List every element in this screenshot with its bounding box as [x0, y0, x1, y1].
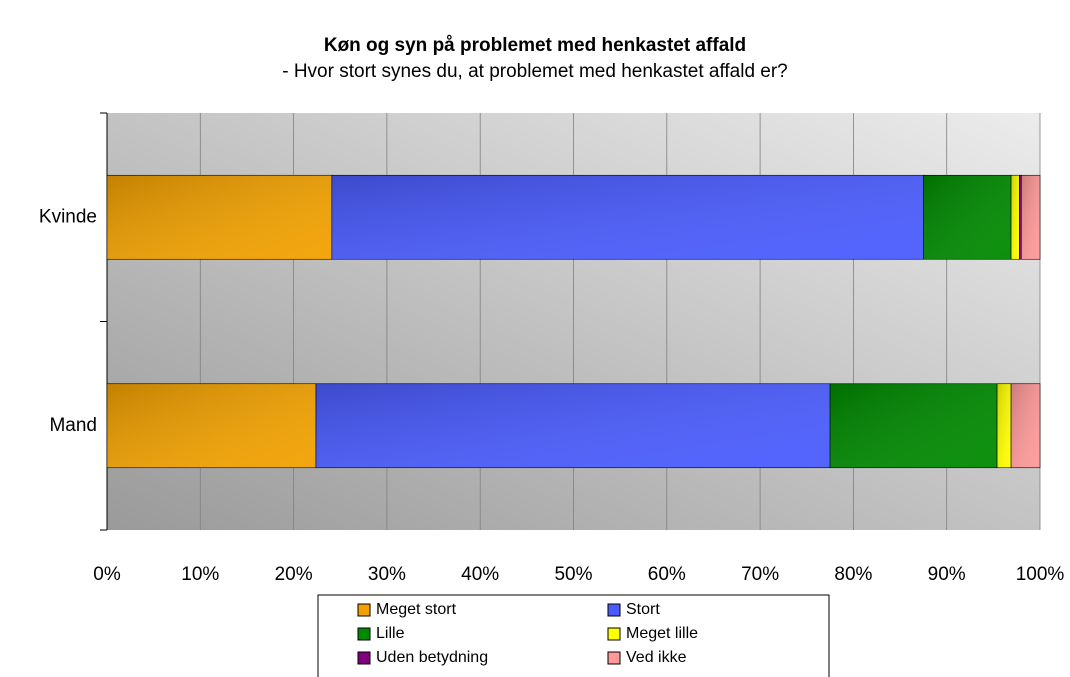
bar-shade [923, 175, 1012, 260]
chart-title: Køn og syn på problemet med henkastet af… [324, 35, 746, 56]
x-tick-label: 50% [554, 564, 592, 585]
x-tick-label: 70% [741, 564, 779, 585]
legend-swatch [357, 651, 371, 665]
bar-shade [997, 383, 1012, 468]
x-tick-label: 20% [275, 564, 313, 585]
bar-shade [107, 383, 316, 468]
legend-label: Lille [376, 625, 405, 642]
x-tick-label: 0% [93, 564, 121, 585]
legend-swatch [607, 603, 621, 617]
bar-shade [1011, 383, 1040, 468]
legend-swatch [357, 627, 371, 641]
chart-subtitle: - Hvor stort synes du, at problemet med … [282, 61, 788, 82]
x-tick-label: 100% [1016, 564, 1065, 585]
bar-shade [1011, 175, 1020, 260]
bar-shade [107, 175, 332, 260]
y-tick-label: Kvinde [39, 206, 97, 227]
legend-label: Uden betydning [376, 649, 488, 666]
bar-shade [331, 175, 924, 260]
x-tick-label: 30% [368, 564, 406, 585]
legend-label: Ved ikke [626, 649, 687, 666]
bar-shade [830, 383, 998, 468]
legend-swatch [607, 651, 621, 665]
legend-swatch [607, 627, 621, 641]
bar-shade [315, 383, 831, 468]
legend-swatch [357, 603, 371, 617]
x-tick-label: 10% [181, 564, 219, 585]
x-tick-label: 40% [461, 564, 499, 585]
x-tick-label: 60% [648, 564, 686, 585]
legend-label: Stort [626, 601, 660, 618]
x-tick-label: 80% [834, 564, 872, 585]
y-tick-label: Mand [49, 415, 97, 436]
legend [317, 594, 830, 677]
legend-label: Meget stort [376, 601, 457, 618]
bar-shade [1021, 175, 1040, 260]
legend-label: Meget lille [626, 625, 698, 642]
x-tick-label: 90% [928, 564, 966, 585]
bar-shade [1019, 175, 1022, 260]
